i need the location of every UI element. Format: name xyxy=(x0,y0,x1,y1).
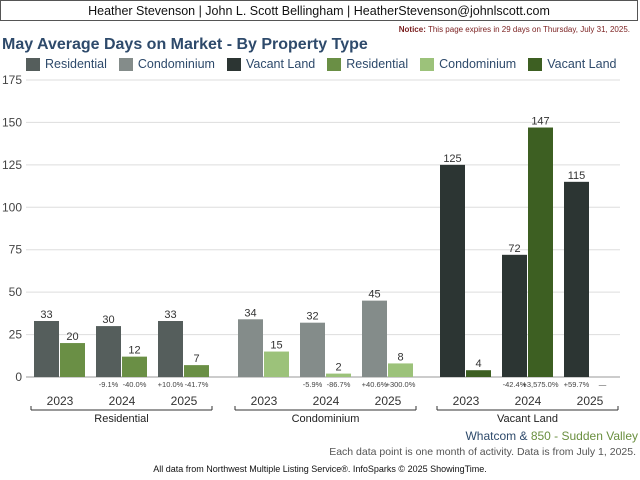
change-label: -41.7% xyxy=(185,380,209,389)
bar xyxy=(300,322,325,377)
legend-label: Residential xyxy=(346,57,409,71)
change-label: +40.6% xyxy=(362,380,388,389)
y-tick-label: 100 xyxy=(2,200,22,214)
bar xyxy=(96,326,121,377)
notice-text: This page expires in 29 days on Thursday… xyxy=(427,25,630,34)
legend-swatch xyxy=(327,57,342,71)
x-tick-label: 2025 xyxy=(375,394,402,408)
legend-swatch xyxy=(118,57,133,71)
region-label: Whatcom & 850 - Sudden Valley xyxy=(465,429,638,443)
change-label: +300.0% xyxy=(386,380,416,389)
bar-value-label: 2 xyxy=(335,362,341,374)
region-amp: & xyxy=(516,429,531,443)
y-tick-label: 0 xyxy=(15,370,22,384)
legend-label: Condominium xyxy=(439,57,517,71)
bar-value-label: 45 xyxy=(368,289,380,301)
legend-item: Vacant Land xyxy=(226,57,316,71)
notice-label: Notice: xyxy=(398,25,426,34)
change-label: — xyxy=(599,380,607,389)
y-tick-label: 175 xyxy=(2,73,22,87)
bar xyxy=(564,181,589,377)
bar xyxy=(388,363,413,377)
chart-title: May Average Days on Market - By Property… xyxy=(2,36,368,53)
legend-swatch xyxy=(528,57,543,71)
x-tick-label: 2024 xyxy=(313,394,340,408)
x-tick-label: 2023 xyxy=(251,394,278,408)
bar-chart: 0 25 50 75 100 125 150 175 33 20 2023 30 -9.1% 12 -40.… xyxy=(2,73,620,425)
group-label: Vacant Land xyxy=(497,413,558,425)
legend-label: Vacant Land xyxy=(245,57,316,71)
y-tick-label: 125 xyxy=(2,158,22,172)
change-label: -42.4% xyxy=(503,380,527,389)
bar xyxy=(440,164,465,377)
bar-value-label: 115 xyxy=(568,170,586,182)
x-tick-label: 2025 xyxy=(171,394,198,408)
bar-value-label: 33 xyxy=(40,309,52,321)
bar xyxy=(466,370,491,377)
x-tick-label: 2024 xyxy=(515,394,542,408)
bar xyxy=(264,351,289,377)
y-tick-label: 25 xyxy=(9,328,23,342)
bar-value-label: 72 xyxy=(508,243,520,255)
legend-label: Condominium xyxy=(137,57,215,71)
bar-value-label: 147 xyxy=(531,116,549,128)
expiry-notice: Notice: This page expires in 29 days on … xyxy=(399,25,630,34)
agent-contact-line: Heather Stevenson | John L. Scott Bellin… xyxy=(88,3,550,18)
bar-value-label: 15 xyxy=(270,340,282,352)
legend-item: Residential xyxy=(327,57,408,71)
legend-label: Residential xyxy=(45,57,107,71)
bar-value-label: 32 xyxy=(306,311,318,323)
y-tick-label: 150 xyxy=(2,115,22,129)
data-note: Each data point is one month of activity… xyxy=(329,446,636,458)
bar-value-label: 4 xyxy=(475,358,481,370)
bar xyxy=(158,320,183,377)
change-label: -5.9% xyxy=(303,380,323,389)
legend-label: Vacant Land xyxy=(547,57,617,71)
bar-value-label: 12 xyxy=(128,345,140,357)
change-label: +59.7% xyxy=(564,380,590,389)
x-tick-label: 2025 xyxy=(577,394,604,408)
legend-swatch xyxy=(226,57,241,71)
bar-value-label: 33 xyxy=(164,309,176,321)
legend-swatch xyxy=(26,57,40,71)
change-label: +3,575.0% xyxy=(522,380,558,389)
change-label: +10.0% xyxy=(158,380,184,389)
y-tick-label: 50 xyxy=(9,285,23,299)
legend-item: Residential xyxy=(26,57,107,71)
bar-value-label: 7 xyxy=(193,353,199,365)
bar-value-label: 20 xyxy=(66,331,78,343)
x-tick-label: 2023 xyxy=(47,394,74,408)
legend-item: Condominium xyxy=(118,57,215,71)
bar xyxy=(34,320,59,377)
legend-item: Condominium xyxy=(420,57,516,71)
region-subarea: 850 - Sudden Valley xyxy=(530,429,638,443)
chart-legend: Residential Condominium Vacant Land Residen… xyxy=(26,57,617,71)
region-area: Whatcom xyxy=(465,429,517,443)
bar xyxy=(60,343,85,377)
group-label: Condominium xyxy=(292,413,360,425)
bar-value-label: 125 xyxy=(443,153,461,165)
bar xyxy=(184,365,209,377)
bar xyxy=(238,319,263,377)
bar xyxy=(502,254,527,377)
header-bar: Heather Stevenson | John L. Scott Bellin… xyxy=(0,0,638,21)
change-label: -9.1% xyxy=(99,380,119,389)
y-tick-label: 75 xyxy=(9,243,23,257)
bar xyxy=(326,373,351,377)
bar xyxy=(122,356,147,377)
group-label: Residential xyxy=(94,413,148,425)
change-label: -40.0% xyxy=(123,380,147,389)
x-tick-label: 2024 xyxy=(109,394,136,408)
bar-value-label: 30 xyxy=(102,314,114,326)
change-label: -86.7% xyxy=(327,380,351,389)
bar xyxy=(528,127,553,377)
bar xyxy=(362,300,387,377)
bar-value-label: 34 xyxy=(244,307,256,319)
source-footer: All data from Northwest Multiple Listing… xyxy=(153,464,487,474)
bar-value-label: 8 xyxy=(397,351,403,363)
x-tick-label: 2023 xyxy=(453,394,480,408)
legend-item: Vacant Land xyxy=(528,57,617,71)
legend-swatch xyxy=(420,57,435,71)
